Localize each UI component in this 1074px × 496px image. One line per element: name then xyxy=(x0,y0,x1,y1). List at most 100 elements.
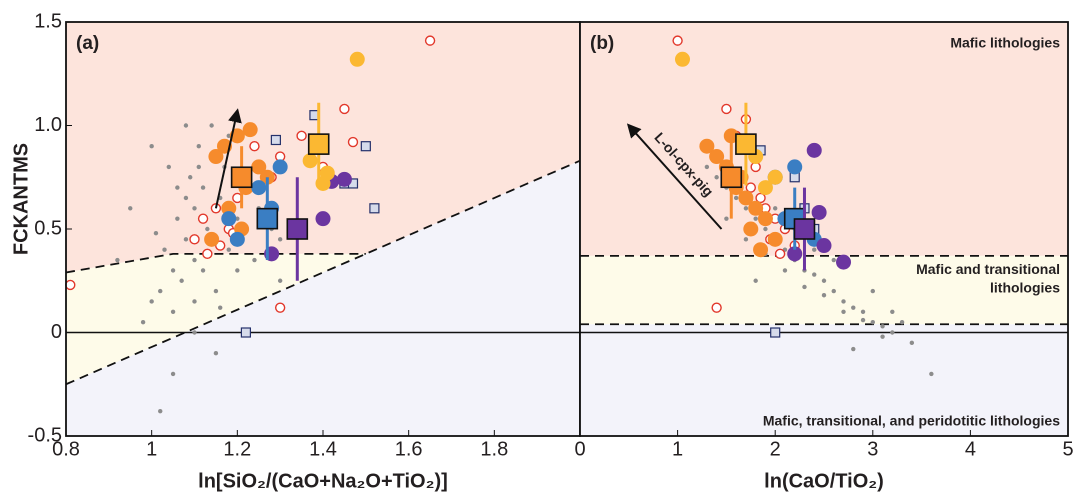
point xyxy=(782,268,788,273)
region xyxy=(580,324,1068,436)
point xyxy=(65,279,76,291)
point xyxy=(208,149,224,165)
point xyxy=(200,268,206,273)
point xyxy=(841,309,846,314)
point xyxy=(909,340,915,346)
point xyxy=(204,231,220,247)
point xyxy=(209,123,214,128)
point xyxy=(336,171,352,187)
point xyxy=(339,103,350,115)
point xyxy=(774,248,786,260)
point xyxy=(880,334,885,339)
point xyxy=(235,216,240,221)
point xyxy=(812,247,817,252)
point xyxy=(251,159,267,175)
point xyxy=(183,237,189,242)
region-label: Mafic, transitional, and peridotitic lit… xyxy=(763,413,1060,429)
point xyxy=(242,122,258,138)
point xyxy=(787,246,803,262)
point xyxy=(831,257,836,263)
mean-point xyxy=(720,166,743,189)
point xyxy=(158,288,163,294)
point xyxy=(170,371,176,377)
y-tick-label: 1.0 xyxy=(34,114,62,136)
point xyxy=(175,185,180,190)
y-axis-label: FCKANTMS xyxy=(10,143,32,255)
point xyxy=(860,309,866,314)
point xyxy=(296,130,307,142)
point xyxy=(192,257,197,263)
point xyxy=(870,288,875,294)
point xyxy=(200,185,206,190)
point xyxy=(890,330,895,335)
x-tick-label: 1.4 xyxy=(309,438,337,460)
point xyxy=(240,327,251,338)
x-tick-label: 5 xyxy=(1062,438,1073,460)
point xyxy=(221,200,237,216)
point xyxy=(806,142,822,158)
point xyxy=(714,175,719,180)
point xyxy=(192,330,197,335)
point xyxy=(767,231,783,247)
mean-point xyxy=(286,218,309,240)
mean-point xyxy=(256,207,279,230)
point xyxy=(213,288,219,294)
point xyxy=(196,164,201,170)
point xyxy=(812,272,817,277)
point xyxy=(787,159,803,175)
x-tick-label: 1 xyxy=(146,438,157,460)
mean-point xyxy=(793,218,816,240)
point xyxy=(192,206,197,211)
point xyxy=(229,231,245,247)
point xyxy=(349,51,365,67)
point xyxy=(929,371,934,377)
region xyxy=(580,255,1068,325)
point xyxy=(170,268,176,273)
point xyxy=(213,351,219,356)
point xyxy=(149,144,154,149)
point xyxy=(767,169,783,185)
region-label: Mafic lithologies xyxy=(950,35,1060,51)
point xyxy=(743,206,749,211)
boundary-line xyxy=(65,159,581,386)
point xyxy=(277,237,283,242)
point xyxy=(821,293,827,298)
point xyxy=(347,136,359,148)
point xyxy=(851,346,856,352)
point xyxy=(763,226,768,232)
point xyxy=(319,165,335,181)
point xyxy=(197,213,209,224)
point xyxy=(369,203,380,214)
panel-label: (b) xyxy=(590,33,614,54)
plot-frame xyxy=(579,21,1069,437)
point xyxy=(183,195,189,201)
point xyxy=(748,200,764,216)
point xyxy=(170,309,176,314)
point xyxy=(709,149,725,165)
point xyxy=(179,278,184,283)
point xyxy=(753,278,758,283)
point xyxy=(360,141,371,152)
point xyxy=(757,211,773,227)
x-tick-label: 0 xyxy=(574,438,585,460)
point xyxy=(738,190,754,206)
point xyxy=(158,408,163,414)
point xyxy=(753,242,769,258)
point xyxy=(166,164,171,170)
point xyxy=(743,237,749,242)
mean-point xyxy=(230,166,253,189)
point xyxy=(860,317,866,323)
point xyxy=(672,35,683,46)
point xyxy=(745,182,756,193)
point xyxy=(189,234,200,245)
point xyxy=(899,319,905,325)
point xyxy=(880,324,885,329)
trend-arrow xyxy=(214,108,242,209)
mean-point xyxy=(307,133,330,155)
point xyxy=(870,319,875,325)
point xyxy=(221,211,237,227)
point xyxy=(226,247,231,252)
point xyxy=(890,309,895,314)
point xyxy=(724,216,729,221)
